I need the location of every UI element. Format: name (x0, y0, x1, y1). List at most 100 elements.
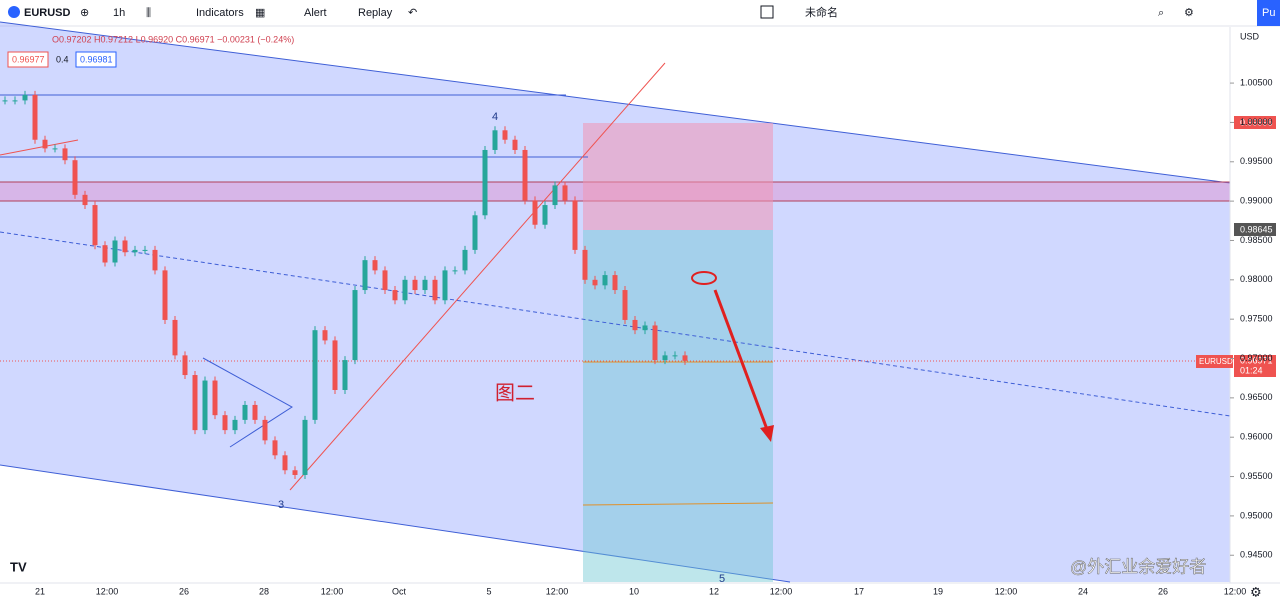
channel-upper (0, 21, 1231, 184)
candle-body (492, 130, 498, 150)
wave-label: 3 (278, 499, 284, 511)
candle-body (592, 279, 598, 286)
last-price: 0.96971 (1240, 355, 1273, 365)
arrow-shaft (713, 289, 770, 433)
x-tick-label: 12:00 (1224, 586, 1247, 596)
arrow-head (760, 425, 774, 442)
toolbar (0, 0, 1280, 26)
y-tick-label: 0.95500 (1240, 471, 1273, 481)
candle-body (162, 270, 168, 320)
chart-type[interactable]: ⫼ (146, 7, 151, 19)
replay[interactable]: Replay (358, 7, 393, 19)
candle-body (642, 325, 648, 331)
candle-body (622, 290, 628, 320)
currency[interactable]: USD (1240, 31, 1260, 41)
candle-body (672, 355, 678, 357)
publish-button[interactable] (1257, 0, 1280, 26)
y-tick-label: 0.98000 (1240, 274, 1273, 284)
candle-body (512, 139, 518, 150)
spread: 0.4 (56, 54, 69, 64)
undo[interactable]: ↶ (408, 7, 417, 19)
symbol-tag-label: EURUSD (1199, 357, 1233, 366)
candle-body (422, 279, 428, 291)
candle-body (302, 419, 308, 475)
candle-body (102, 245, 108, 263)
x-tick-label: 10 (629, 586, 639, 596)
x-tick-label: 19 (933, 586, 943, 596)
countdown: 01:24 (1240, 365, 1263, 375)
x-tick-label: 12:00 (546, 586, 569, 596)
wave-label: 4 (492, 111, 498, 123)
plot-area (0, 21, 1231, 583)
candle-body (172, 319, 178, 356)
logo: TV (10, 559, 27, 574)
candle-body (292, 470, 298, 475)
y-tick-label: 0.98500 (1240, 235, 1273, 245)
layout-name[interactable]: 未命名 (805, 5, 838, 19)
candle-body (682, 355, 688, 361)
x-tick-label: 28 (259, 586, 269, 596)
candle-body (342, 360, 348, 390)
candle-body (222, 415, 228, 431)
candle-body (602, 275, 608, 286)
x-tick-label: 17 (854, 586, 864, 596)
candle-body (322, 330, 328, 341)
symbol-tag (1196, 355, 1233, 368)
x-tick-label: 24 (1078, 586, 1088, 596)
x-tick-label: 5 (486, 586, 491, 596)
candle-body (132, 249, 138, 253)
candle-body (522, 149, 528, 201)
candle-body (542, 205, 548, 225)
triangle-pattern (202, 357, 293, 448)
x-tick-label: 12 (709, 586, 719, 596)
candle-body (582, 249, 588, 280)
candle-body (482, 149, 488, 216)
candle-body (362, 260, 368, 291)
settings[interactable]: ⚙ (1184, 7, 1194, 19)
x-tick-label: 12:00 (770, 586, 793, 596)
bid-box[interactable] (7, 51, 49, 68)
indicators[interactable]: Indicators (196, 7, 244, 19)
fullscreen-toggle[interactable] (760, 5, 774, 19)
candle-body (52, 148, 58, 150)
search[interactable]: ⌕ (1158, 7, 1164, 19)
scale-settings[interactable]: ⚙ (1250, 584, 1262, 599)
y-tick-label: 0.96000 (1240, 432, 1273, 442)
y-tick-label: 0.94500 (1240, 550, 1273, 560)
stop-zone (583, 123, 773, 230)
templates[interactable]: ▦ (255, 7, 265, 19)
candle-body (152, 249, 158, 271)
publish-label[interactable]: Pu (1262, 7, 1275, 19)
candle-body (12, 100, 18, 102)
x-tick-label: 26 (1158, 586, 1168, 596)
candle-body (92, 205, 98, 246)
symbol[interactable]: EURUSD (24, 7, 71, 19)
candles (2, 90, 688, 479)
target-line (582, 502, 774, 506)
candle-body (372, 260, 378, 271)
add-symbol[interactable]: ⊕ (80, 7, 89, 19)
ask-box[interactable] (75, 51, 117, 68)
candle-body (42, 139, 48, 149)
ask[interactable]: 0.96981 (80, 54, 113, 64)
x-tick-label: 21 (35, 586, 45, 596)
candle-body (402, 279, 408, 301)
channel-lower (0, 464, 791, 583)
symbol-icon (8, 6, 20, 18)
alert[interactable]: Alert (304, 7, 327, 19)
candle-body (552, 185, 558, 206)
y-tick-label: 0.97500 (1240, 314, 1273, 324)
candle-body (82, 194, 88, 206)
x-tick-label: 12:00 (96, 586, 119, 596)
bid[interactable]: 0.96977 (12, 54, 45, 64)
interval[interactable]: 1h (113, 7, 125, 19)
candle-body (462, 249, 468, 271)
candle-body (282, 455, 288, 471)
candle-body (432, 279, 438, 301)
candle-body (232, 419, 238, 431)
watermark: @外汇业余爱好者 (1070, 557, 1206, 576)
price-tag (1234, 223, 1276, 236)
y-tick-label: 0.99500 (1240, 156, 1273, 166)
x-tick-label: Oct (392, 586, 407, 596)
